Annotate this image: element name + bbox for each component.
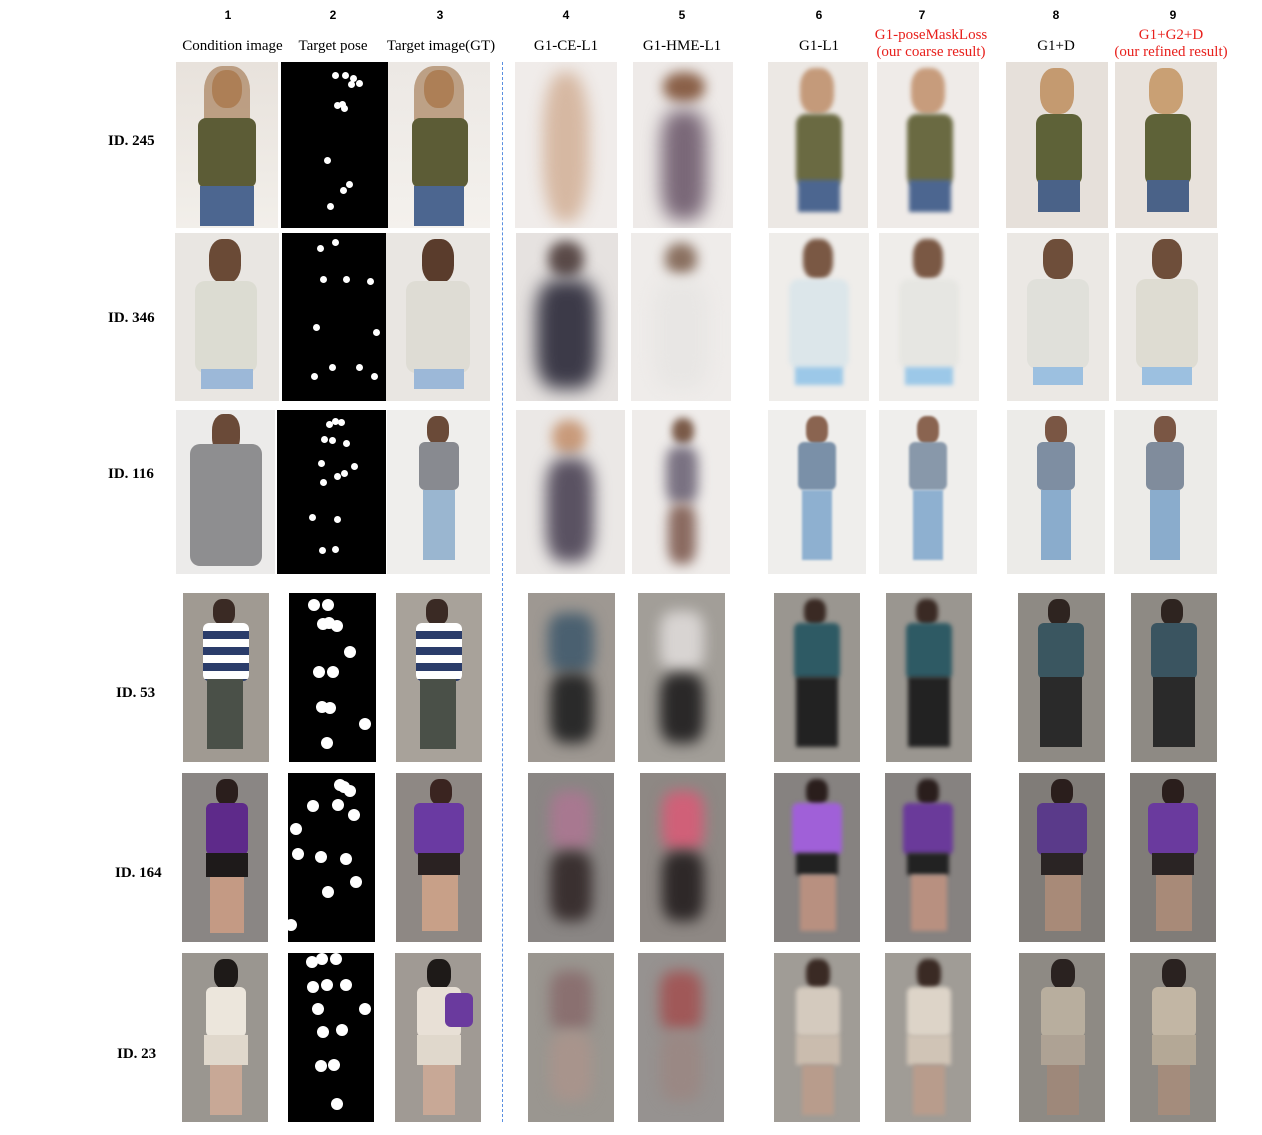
row3-pose-map [277,410,386,574]
row4-g1-g2-d [1131,593,1217,762]
row-label-245: ID. 245 [108,133,155,149]
row6-g1-d [1019,953,1105,1122]
column-header-7-line2: (our coarse result) [876,44,986,60]
column-number-8: 8 [1052,8,1060,22]
column-header-7: G1-poseMaskLoss (our coarse result) [865,27,997,61]
row5-target-image [396,773,482,942]
row6-target-image [395,953,481,1122]
row4-g1-posemaskloss [886,593,972,762]
row-label-346: ID. 346 [108,310,155,326]
column-number-4: 4 [562,8,570,22]
row3-condition-image [176,410,275,574]
column-header-1: Condition image [182,38,283,54]
row4-g1-d [1018,593,1105,762]
row5-g1-ce-l1 [528,773,614,942]
column-number-2: 2 [329,8,337,22]
row-label-23: ID. 23 [117,1046,157,1062]
row6-g1-hme-l1 [638,953,724,1122]
row6-g1-l1 [774,953,860,1122]
row2-g1-d [1007,233,1109,401]
column-number-3: 3 [436,8,444,22]
row2-condition-image [175,233,279,401]
column-number-1: 1 [224,8,232,22]
row4-g1-ce-l1 [528,593,615,762]
column-header-5: G1-HME-L1 [642,38,722,54]
row1-g1-hme-l1 [633,62,733,228]
row4-pose-map [289,593,376,762]
row1-g1-posemaskloss [877,62,979,228]
row2-g1-ce-l1 [516,233,618,401]
row4-target-image [396,593,482,762]
row4-condition-image [183,593,269,762]
row3-g1-hme-l1 [632,410,730,574]
column-header-3: Target image(GT) [386,38,496,54]
row-label-116: ID. 116 [108,466,154,482]
row3-g1-d [1007,410,1105,574]
column-header-4: G1-CE-L1 [533,38,599,54]
column-header-9-line2: (our refined result) [1114,44,1228,60]
row5-g1-hme-l1 [640,773,726,942]
column-number-9: 9 [1169,8,1177,22]
row5-g1-posemaskloss [885,773,971,942]
row4-g1-l1 [774,593,860,762]
column-header-2: Target pose [298,38,368,54]
row5-g1-l1 [774,773,860,942]
row-label-164: ID. 164 [115,865,162,881]
column-header-7-line1: G1-poseMaskLoss [874,27,988,43]
column-number-7: 7 [918,8,926,22]
row6-pose-map [288,953,374,1122]
row2-pose-map [282,233,386,401]
row2-g1-l1 [769,233,869,401]
column-number-5: 5 [678,8,686,22]
row1-condition-image [176,62,278,228]
row5-condition-image [182,773,268,942]
row1-g1-l1 [768,62,868,228]
row1-target-image [388,62,490,228]
row6-g1-g2-d [1130,953,1216,1122]
column-header-9-line1: G1+G2+D [1138,27,1204,43]
column-number-6: 6 [815,8,823,22]
column-header-6: G1-L1 [799,38,839,54]
row4-g1-hme-l1 [638,593,725,762]
row2-target-image [386,233,490,401]
row2-g1-posemaskloss [879,233,979,401]
row1-g1-g2-d [1115,62,1217,228]
row3-g1-ce-l1 [516,410,625,574]
row2-g1-g2-d [1116,233,1218,401]
row3-g1-posemaskloss [879,410,977,574]
row5-g1-d [1019,773,1105,942]
row3-g1-g2-d [1114,410,1217,574]
row5-g1-g2-d [1130,773,1216,942]
row2-g1-hme-l1 [631,233,731,401]
row3-target-image [387,410,490,574]
row1-pose-map [281,62,388,228]
row1-g1-d [1006,62,1108,228]
column-header-9: G1+G2+D (our refined result) [1105,27,1237,61]
row-label-53: ID. 53 [116,685,156,701]
row6-g1-posemaskloss [885,953,971,1122]
row6-g1-ce-l1 [528,953,614,1122]
row5-pose-map [288,773,375,942]
row3-g1-l1 [768,410,866,574]
row1-g1-ce-l1 [515,62,617,228]
row6-condition-image [182,953,268,1122]
dashed-divider [502,62,503,1122]
column-header-8: G1+D [1037,38,1075,54]
